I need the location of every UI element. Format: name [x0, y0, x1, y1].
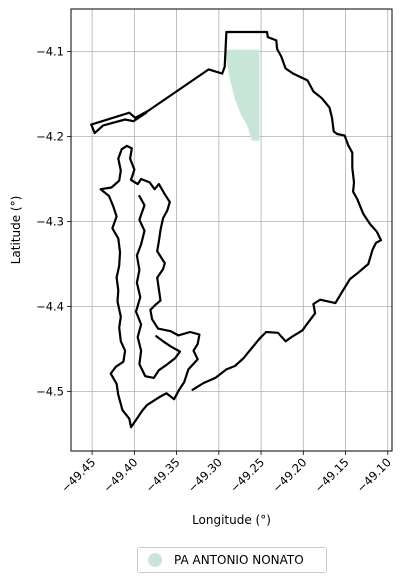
x-tick-label: −49.25: [227, 455, 267, 495]
y-tick-label: −4.5: [36, 385, 64, 399]
boundary-north-line: [90, 111, 148, 135]
boundary-inner-line: [134, 194, 182, 379]
y-tick-label: −4.4: [36, 300, 64, 314]
ticks: −49.45 −49.40 −49.35 −49.30 −49.25 −49.20 −49.…: [36, 45, 394, 496]
x-tick-label: −49.10: [354, 455, 394, 495]
legend: PA ANTONIO NONATO: [137, 547, 327, 573]
grid: [71, 9, 392, 451]
x-tick-label: −49.40: [100, 455, 140, 495]
y-tick-label: −4.1: [36, 45, 64, 59]
y-axis-label: Latitude (°): [9, 196, 23, 265]
x-tick-label: −49.20: [269, 455, 309, 495]
boundary-west-line: [99, 144, 201, 429]
x-tick-label: −49.30: [185, 455, 225, 495]
y-tick-label: −4.2: [36, 130, 64, 144]
settlement-area: [226, 49, 260, 141]
legend-marker-icon: [148, 553, 162, 567]
plot-frame: [70, 8, 393, 452]
y-tick-label: −4.3: [36, 215, 64, 229]
x-tick-label: −49.35: [143, 455, 183, 495]
x-tick-label: −49.15: [312, 455, 352, 495]
x-axis-label: Longitude (°): [192, 513, 271, 527]
legend-label: PA ANTONIO NONATO: [174, 553, 304, 567]
boundary-east-line: [90, 30, 383, 391]
x-tick-label: −49.45: [58, 455, 98, 495]
map-layers: [90, 30, 383, 429]
